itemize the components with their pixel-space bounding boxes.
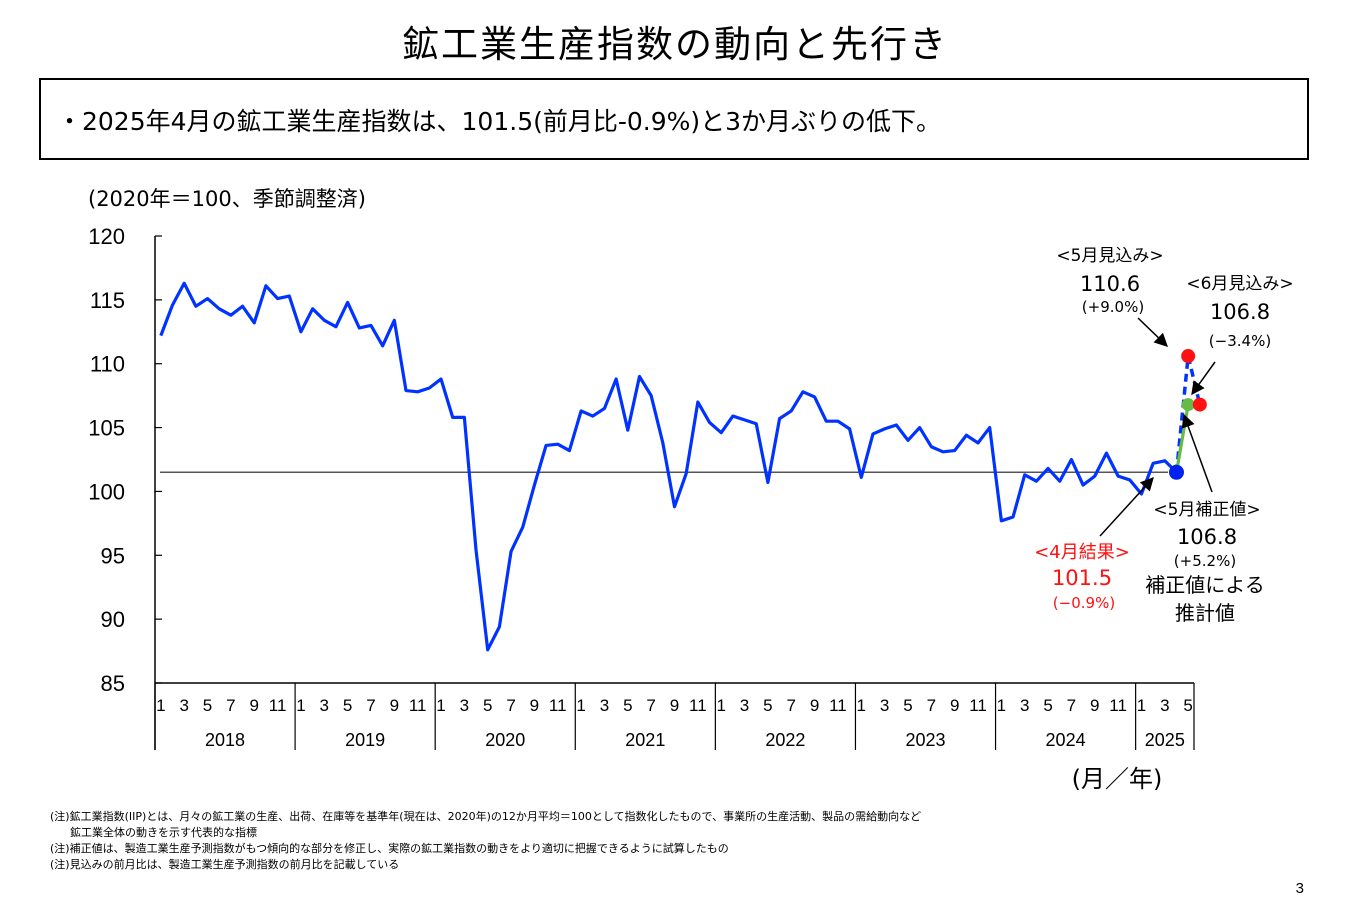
page-title: 鉱工業生産指数の動向と先行き: [402, 23, 948, 66]
x-tick-label: 7: [366, 696, 375, 715]
x-tick-label: 7: [1067, 696, 1076, 715]
footnote-1: (注)鉱工業指数(IIP)とは、月々の鉱工業の生産、出荷、在庫等を基準年(現在は…: [50, 810, 922, 823]
point-may-corrected: [1181, 398, 1195, 412]
x-tick-label: 5: [1183, 696, 1192, 715]
year-label: 2018: [205, 730, 245, 750]
annotation-april-label: <4月結果>: [1034, 542, 1130, 563]
x-tick-label: 5: [203, 696, 212, 715]
x-tick-label: 11: [549, 696, 567, 715]
annotation-april-change: (−0.9%): [1053, 594, 1115, 612]
x-tick-label: 7: [506, 696, 515, 715]
series-group: [159, 281, 1207, 652]
year-label: 2022: [765, 730, 805, 750]
x-tick-label: 3: [740, 696, 749, 715]
year-label: 2024: [1046, 730, 1086, 750]
annotations-group: <5月見込み> 110.6 (+9.0%) <6月見込み> 106.8 (−3.4%) <5…: [1034, 246, 1293, 625]
footnote-2: (注)補正値は、製造工業生産予測指数がもつ傾向的な部分を修正し、実際の鉱工業指数…: [50, 842, 729, 855]
x-tick-label: 9: [1090, 696, 1099, 715]
year-label: 2023: [905, 730, 945, 750]
y-tick-label: 95: [101, 543, 125, 568]
y-tick-label: 85: [101, 671, 125, 696]
year-label: 2019: [345, 730, 385, 750]
x-tick-label: 11: [1109, 696, 1127, 715]
x-tick-label: 1: [716, 696, 725, 715]
summary-text: ・2025年4月の鉱工業生産指数は、101.5(前月比-0.9%)と3か月ぶりの…: [57, 107, 942, 136]
annotation-may-corrected-change: (+5.2%): [1174, 552, 1236, 570]
annotation-may-corrected-label: <5月補正値>: [1153, 500, 1260, 520]
year-label: 2021: [625, 730, 665, 750]
x-tick-label: 9: [950, 696, 959, 715]
x-tick-label: 9: [810, 696, 819, 715]
series-line-actual: [159, 281, 1178, 652]
point-april-result: [1168, 464, 1184, 480]
x-tick-label: 1: [296, 696, 305, 715]
x-tick-label: 11: [269, 696, 287, 715]
x-tick-label: 3: [1160, 696, 1169, 715]
annotation-june-forecast-change: (−3.4%): [1209, 332, 1271, 350]
x-tick-label: 7: [927, 696, 936, 715]
x-tick-label: 9: [530, 696, 539, 715]
x-tick-label: 3: [460, 696, 469, 715]
x-tick-label: 3: [1020, 696, 1029, 715]
x-tick-label: 1: [576, 696, 585, 715]
y-tick-label: 115: [90, 288, 125, 313]
footnote-3: (注)見込みの前月比は、製造工業生産予測指数の前月比を記載している: [50, 858, 400, 871]
footnote-1-cont: 鉱工業全体の動きを示す代表的な指標: [70, 826, 257, 839]
annotation-may-forecast-change: (+9.0%): [1082, 298, 1144, 316]
x-tick-label: 5: [343, 696, 352, 715]
annotation-june-forecast-label: <6月見込み>: [1186, 274, 1293, 294]
footnotes: (注)鉱工業指数(IIP)とは、月々の鉱工業の生産、出荷、在庫等を基準年(現在は…: [50, 809, 921, 873]
unit-label: (2020年＝100、季節調整済): [88, 187, 366, 211]
point-june-forecast: [1192, 397, 1207, 412]
x-tick-label: 11: [409, 696, 427, 715]
annotation-may-corrected-note1: 補正値による: [1145, 573, 1264, 597]
annotation-may-corrected-value: 106.8: [1177, 525, 1237, 549]
x-tick-label: 3: [880, 696, 889, 715]
x-tick-label: 5: [483, 696, 492, 715]
y-tick-label: 90: [101, 607, 125, 632]
x-tick-label: 7: [646, 696, 655, 715]
y-tick-label: 105: [88, 416, 125, 441]
annotation-april-value: 101.5: [1052, 566, 1112, 590]
y-tick-label: 100: [88, 479, 125, 504]
x-tick-label: 11: [689, 696, 707, 715]
x-tick-label: 1: [436, 696, 445, 715]
x-tick-label: 9: [670, 696, 679, 715]
year-label: 2020: [485, 730, 525, 750]
x-tick-label: 3: [179, 696, 188, 715]
x-tick-label: 5: [623, 696, 632, 715]
page-number: 3: [1295, 880, 1304, 897]
x-tick-label: 1: [997, 696, 1006, 715]
summary-box: ・2025年4月の鉱工業生産指数は、101.5(前月比-0.9%)と3か月ぶりの…: [39, 78, 1309, 160]
arrow-april-result: [1099, 477, 1154, 537]
x-tick-label: 7: [226, 696, 235, 715]
x-tick-label: 11: [969, 696, 987, 715]
x-tick-label: 9: [390, 696, 399, 715]
year-label: 2025: [1145, 730, 1185, 750]
annotation-june-forecast-value: 106.8: [1210, 300, 1270, 324]
x-tick-label: 3: [320, 696, 329, 715]
x-tick-label: 5: [1043, 696, 1052, 715]
annotation-may-forecast-label: <5月見込み>: [1056, 246, 1163, 266]
point-may-forecast: [1181, 349, 1196, 364]
x-tick-label: 9: [249, 696, 258, 715]
x-tick-label: 7: [787, 696, 796, 715]
y-tick-label: 110: [90, 352, 125, 377]
annotation-may-forecast-value: 110.6: [1080, 272, 1140, 296]
x-tick-label: 1: [1137, 696, 1146, 715]
x-tick-label: 11: [829, 696, 847, 715]
x-axis-label: (月／年): [1072, 765, 1163, 793]
x-tick-label: 1: [857, 696, 866, 715]
y-tick-label: 120: [88, 224, 125, 249]
x-tick-label: 5: [763, 696, 772, 715]
x-tick-label: 1: [156, 696, 165, 715]
arrow-june-forecast: [1191, 361, 1216, 396]
x-tick-label: 5: [903, 696, 912, 715]
arrow-may-corrected: [1181, 413, 1213, 493]
arrow-may-forecast: [1137, 317, 1168, 347]
x-tick-label: 3: [600, 696, 609, 715]
annotation-may-corrected-note2: 推計値: [1175, 601, 1235, 625]
